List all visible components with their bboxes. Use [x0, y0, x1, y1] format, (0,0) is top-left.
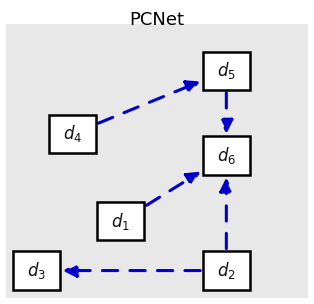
Text: $d_{2}$: $d_{2}$ [217, 260, 236, 281]
Text: $d_{3}$: $d_{3}$ [27, 260, 46, 281]
FancyBboxPatch shape [203, 251, 250, 290]
Text: $d_{5}$: $d_{5}$ [217, 60, 236, 81]
FancyBboxPatch shape [97, 202, 144, 240]
FancyBboxPatch shape [0, 19, 314, 304]
FancyBboxPatch shape [49, 115, 96, 153]
Text: $d_{6}$: $d_{6}$ [217, 145, 236, 166]
Text: PCNet: PCNet [129, 11, 185, 29]
Text: $d_{4}$: $d_{4}$ [63, 123, 82, 144]
FancyBboxPatch shape [203, 52, 250, 90]
FancyBboxPatch shape [203, 136, 250, 175]
FancyBboxPatch shape [13, 251, 60, 290]
Text: $d_{1}$: $d_{1}$ [111, 211, 130, 232]
